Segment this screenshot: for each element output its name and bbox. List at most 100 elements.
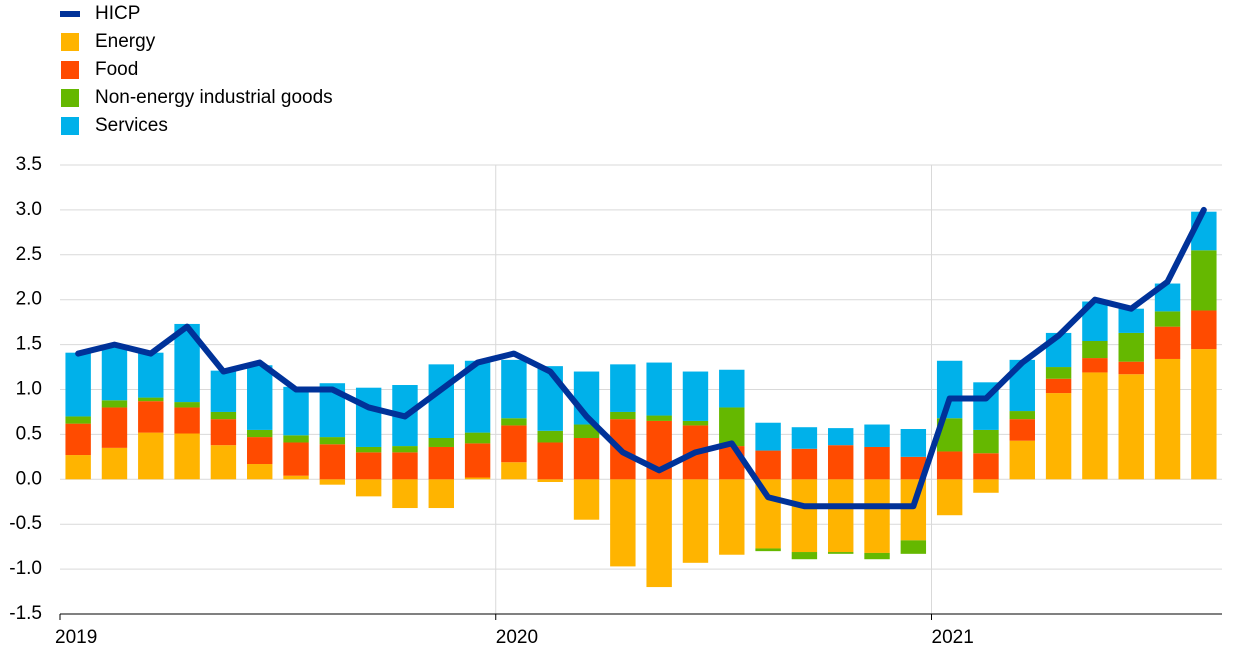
y-tick-label: -1.0 xyxy=(9,558,42,579)
bar-segment xyxy=(464,432,491,444)
bar-segment xyxy=(247,365,273,430)
bar-segment xyxy=(355,479,382,497)
bar-segment xyxy=(828,552,854,554)
bar-segment xyxy=(1191,310,1217,350)
bar-segment xyxy=(428,479,454,509)
x-tick-label: 2020 xyxy=(496,627,538,648)
bar-segment xyxy=(210,419,237,446)
y-tick-label: 1.5 xyxy=(16,334,42,355)
bar-segment xyxy=(355,452,382,480)
bar-segment xyxy=(392,452,418,480)
bar-segment xyxy=(1009,411,1035,420)
bar-segment xyxy=(1191,250,1217,311)
bar-segment xyxy=(428,446,454,480)
bar-segment xyxy=(537,479,563,482)
bar-segment xyxy=(864,424,890,447)
bar-segment xyxy=(1118,374,1144,480)
bar-segment xyxy=(936,479,963,516)
bar-segment xyxy=(247,437,273,465)
bar-segment xyxy=(573,479,600,520)
bar-segment xyxy=(1154,311,1181,327)
bar-segment xyxy=(101,346,128,401)
bar-segment xyxy=(283,475,309,480)
bar-segment xyxy=(719,479,745,555)
bar-segment xyxy=(501,462,527,480)
bar-segment xyxy=(464,360,491,433)
bar-segment xyxy=(828,428,854,446)
bar-segment xyxy=(1009,419,1035,441)
y-tick-label: 3.0 xyxy=(16,199,42,220)
bar-segment xyxy=(501,418,527,426)
bar-segment xyxy=(828,445,854,480)
bar-segment xyxy=(646,415,672,421)
bar-segment xyxy=(828,479,854,553)
bar-segment xyxy=(755,548,781,552)
bar-segment xyxy=(610,479,636,567)
bar-segment xyxy=(537,430,563,443)
bar-segment xyxy=(174,402,200,408)
bar-segment xyxy=(719,446,745,480)
line xyxy=(75,206,1207,510)
x-tick-label: 2021 xyxy=(932,627,974,648)
bar-segment xyxy=(682,420,709,426)
bar-segment xyxy=(319,479,346,485)
bar-segment xyxy=(900,456,927,480)
bar-segment xyxy=(174,433,200,480)
bar-segment xyxy=(719,369,745,408)
bar-segment xyxy=(1082,372,1108,480)
bar-segment xyxy=(1154,326,1181,359)
y-tick-label: 0.0 xyxy=(16,468,42,489)
bar-segment xyxy=(138,401,164,433)
bar-segment xyxy=(973,479,999,493)
legend-label: Services xyxy=(95,115,168,136)
bar-segment xyxy=(210,411,237,420)
bar-segment xyxy=(755,450,781,480)
bar-segment xyxy=(138,397,164,402)
y-tick-label: 0.5 xyxy=(16,423,42,444)
bar-segment xyxy=(101,447,128,480)
bar-segment xyxy=(537,442,563,480)
bar-segment xyxy=(1045,393,1072,480)
bar-segment xyxy=(936,451,963,480)
x-tick-label: 2019 xyxy=(55,627,97,648)
bar-segment xyxy=(355,387,382,447)
bar-segment xyxy=(755,422,781,451)
bar-segment xyxy=(1009,440,1035,480)
bar-segment xyxy=(791,552,818,560)
bar-segment xyxy=(138,432,164,480)
bar-segment xyxy=(864,446,890,480)
bar-segment xyxy=(1082,358,1108,373)
bar-segment xyxy=(864,552,890,560)
bar-segment xyxy=(501,359,527,419)
legend-marker xyxy=(61,89,79,107)
bar-segment xyxy=(646,479,672,588)
bar-segment xyxy=(900,429,927,457)
y-tick-label: -0.5 xyxy=(9,513,42,534)
bar-segment xyxy=(210,370,237,412)
bar-segment xyxy=(864,479,890,553)
bar-segment xyxy=(682,371,709,421)
bar-segment xyxy=(1045,367,1072,379)
bar-segment xyxy=(283,435,309,443)
bar-segment xyxy=(464,477,491,480)
bar-segment xyxy=(355,446,382,453)
bar-segment xyxy=(1118,332,1144,362)
bar-segment xyxy=(65,455,91,480)
bar-segment xyxy=(646,362,672,416)
bar-segment xyxy=(573,437,600,480)
legend-marker xyxy=(61,117,79,135)
bar-segment xyxy=(719,407,745,447)
bar-segment xyxy=(174,407,200,434)
bar-segment xyxy=(392,446,418,453)
bar-segment xyxy=(319,437,346,445)
bar-segment xyxy=(610,364,636,412)
y-tick-label: -1.5 xyxy=(9,603,42,624)
legend-marker xyxy=(61,61,79,79)
bar-segment xyxy=(101,400,128,408)
bar-segment xyxy=(283,442,309,476)
bar-segment xyxy=(791,448,818,480)
bar-segment xyxy=(210,445,237,480)
bar-segment xyxy=(682,479,709,563)
bar-segment xyxy=(1118,308,1144,333)
